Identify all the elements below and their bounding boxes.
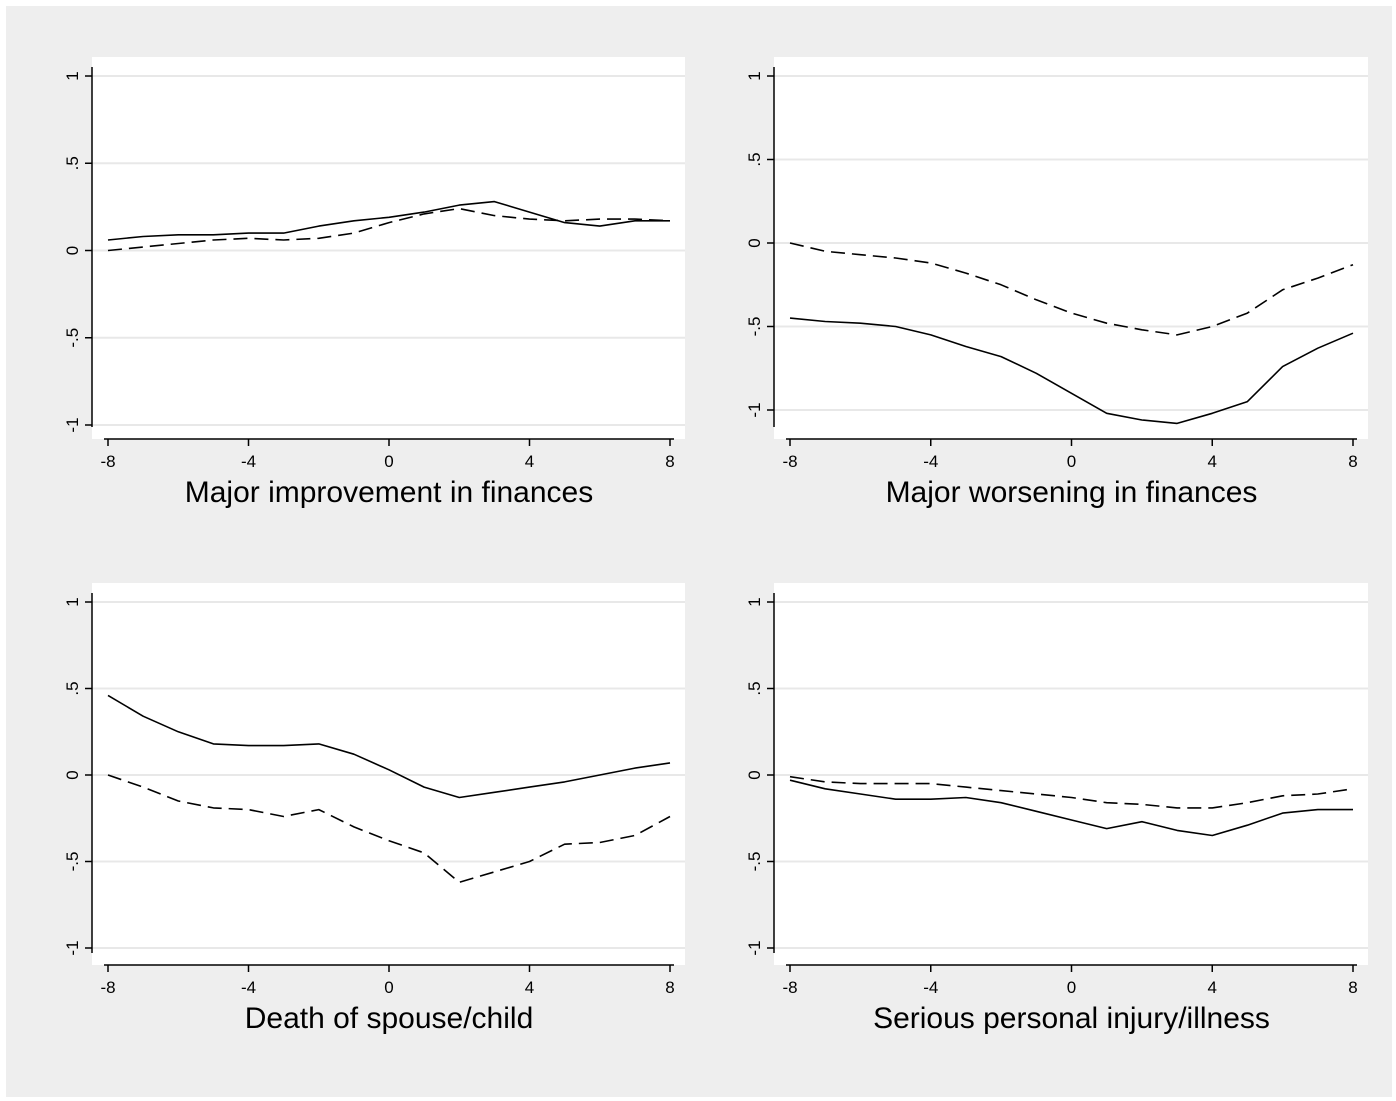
x-tick-label: -4 <box>241 978 256 997</box>
x-tick-label: 0 <box>384 452 393 471</box>
x-tick-label: -4 <box>923 452 938 471</box>
y-tick-label: .5 <box>63 681 82 695</box>
x-tick-label: 4 <box>525 978 534 997</box>
panel-title: Major worsening in finances <box>886 476 1258 509</box>
panel-title: Major improvement in finances <box>185 476 594 509</box>
x-tick-label: 8 <box>1348 452 1357 471</box>
x-tick-label: 4 <box>1208 452 1217 471</box>
solid-series-line <box>107 694 671 799</box>
x-tick-label: 0 <box>384 978 393 997</box>
x-tick-label: -8 <box>100 452 115 471</box>
x-tick-label: 8 <box>665 452 674 471</box>
y-tick-label: -1 <box>745 940 764 955</box>
panel-title: Death of spouse/child <box>245 1002 534 1035</box>
dashed-series-line <box>107 774 671 884</box>
dashed-series-line <box>107 207 671 252</box>
x-tick-label: -8 <box>782 452 797 471</box>
y-tick-label: 1 <box>745 597 764 606</box>
y-tick-label: 0 <box>745 238 764 247</box>
dashed-series-line <box>789 775 1354 809</box>
chart-grid: 1 .5 0 -.5 -1 -8 -4 0 4 8 Major improvement in fin… <box>63 57 1368 1035</box>
y-tick-label: 0 <box>63 246 82 255</box>
x-tick-label: -8 <box>782 978 797 997</box>
plot-area <box>92 57 685 439</box>
y-tick-label: -1 <box>63 940 82 955</box>
x-tick-label: 4 <box>1208 978 1217 997</box>
panel-1: 1 .5 0 -.5 -1 -8 -4 0 4 8 Major improvement in fin… <box>63 57 685 509</box>
y-tick-label: 1 <box>63 597 82 606</box>
solid-series-line <box>107 200 670 241</box>
solid-series-line <box>789 317 1354 425</box>
x-tick-label: 8 <box>665 978 674 997</box>
x-tick-label: 4 <box>525 452 534 471</box>
y-tick-label: .5 <box>745 681 764 695</box>
solid-series-line <box>789 779 1353 837</box>
panel-3: 1 .5 0 -.5 -1 -8 -4 0 4 8 Death of spouse/child <box>63 583 685 1035</box>
y-tick-label: -.5 <box>63 852 82 872</box>
y-tick-label: 1 <box>745 71 764 80</box>
y-tick-label: -.5 <box>745 317 764 337</box>
y-tick-label: -.5 <box>745 852 764 872</box>
x-tick-label: -4 <box>923 978 938 997</box>
panel-2: 1 .5 0 -.5 -1 -8 -4 0 4 8 Major worsening in finan… <box>745 57 1368 509</box>
x-tick-label: 0 <box>1067 452 1076 471</box>
plot-area <box>774 57 1368 439</box>
y-tick-label: 1 <box>63 71 82 80</box>
x-tick-label: 0 <box>1067 978 1076 997</box>
figure: 1 .5 0 -.5 -1 -8 -4 0 4 8 Major improvement in fin… <box>6 6 1392 1097</box>
y-tick-label: -1 <box>63 417 82 432</box>
y-tick-label: 0 <box>745 770 764 779</box>
x-tick-label: 8 <box>1348 978 1357 997</box>
panel-title: Serious personal injury/illness <box>873 1002 1270 1035</box>
y-tick-label: .5 <box>745 152 764 166</box>
y-tick-label: -.5 <box>63 328 82 348</box>
x-tick-label: -8 <box>100 978 115 997</box>
y-tick-label: 0 <box>63 770 82 779</box>
y-tick-label: -1 <box>745 402 764 417</box>
dashed-series-line <box>789 242 1354 336</box>
panel-4: 1 .5 0 -.5 -1 -8 -4 0 4 8 Serious personal injury/… <box>745 583 1368 1035</box>
x-tick-label: -4 <box>241 452 256 471</box>
y-tick-label: .5 <box>63 156 82 170</box>
